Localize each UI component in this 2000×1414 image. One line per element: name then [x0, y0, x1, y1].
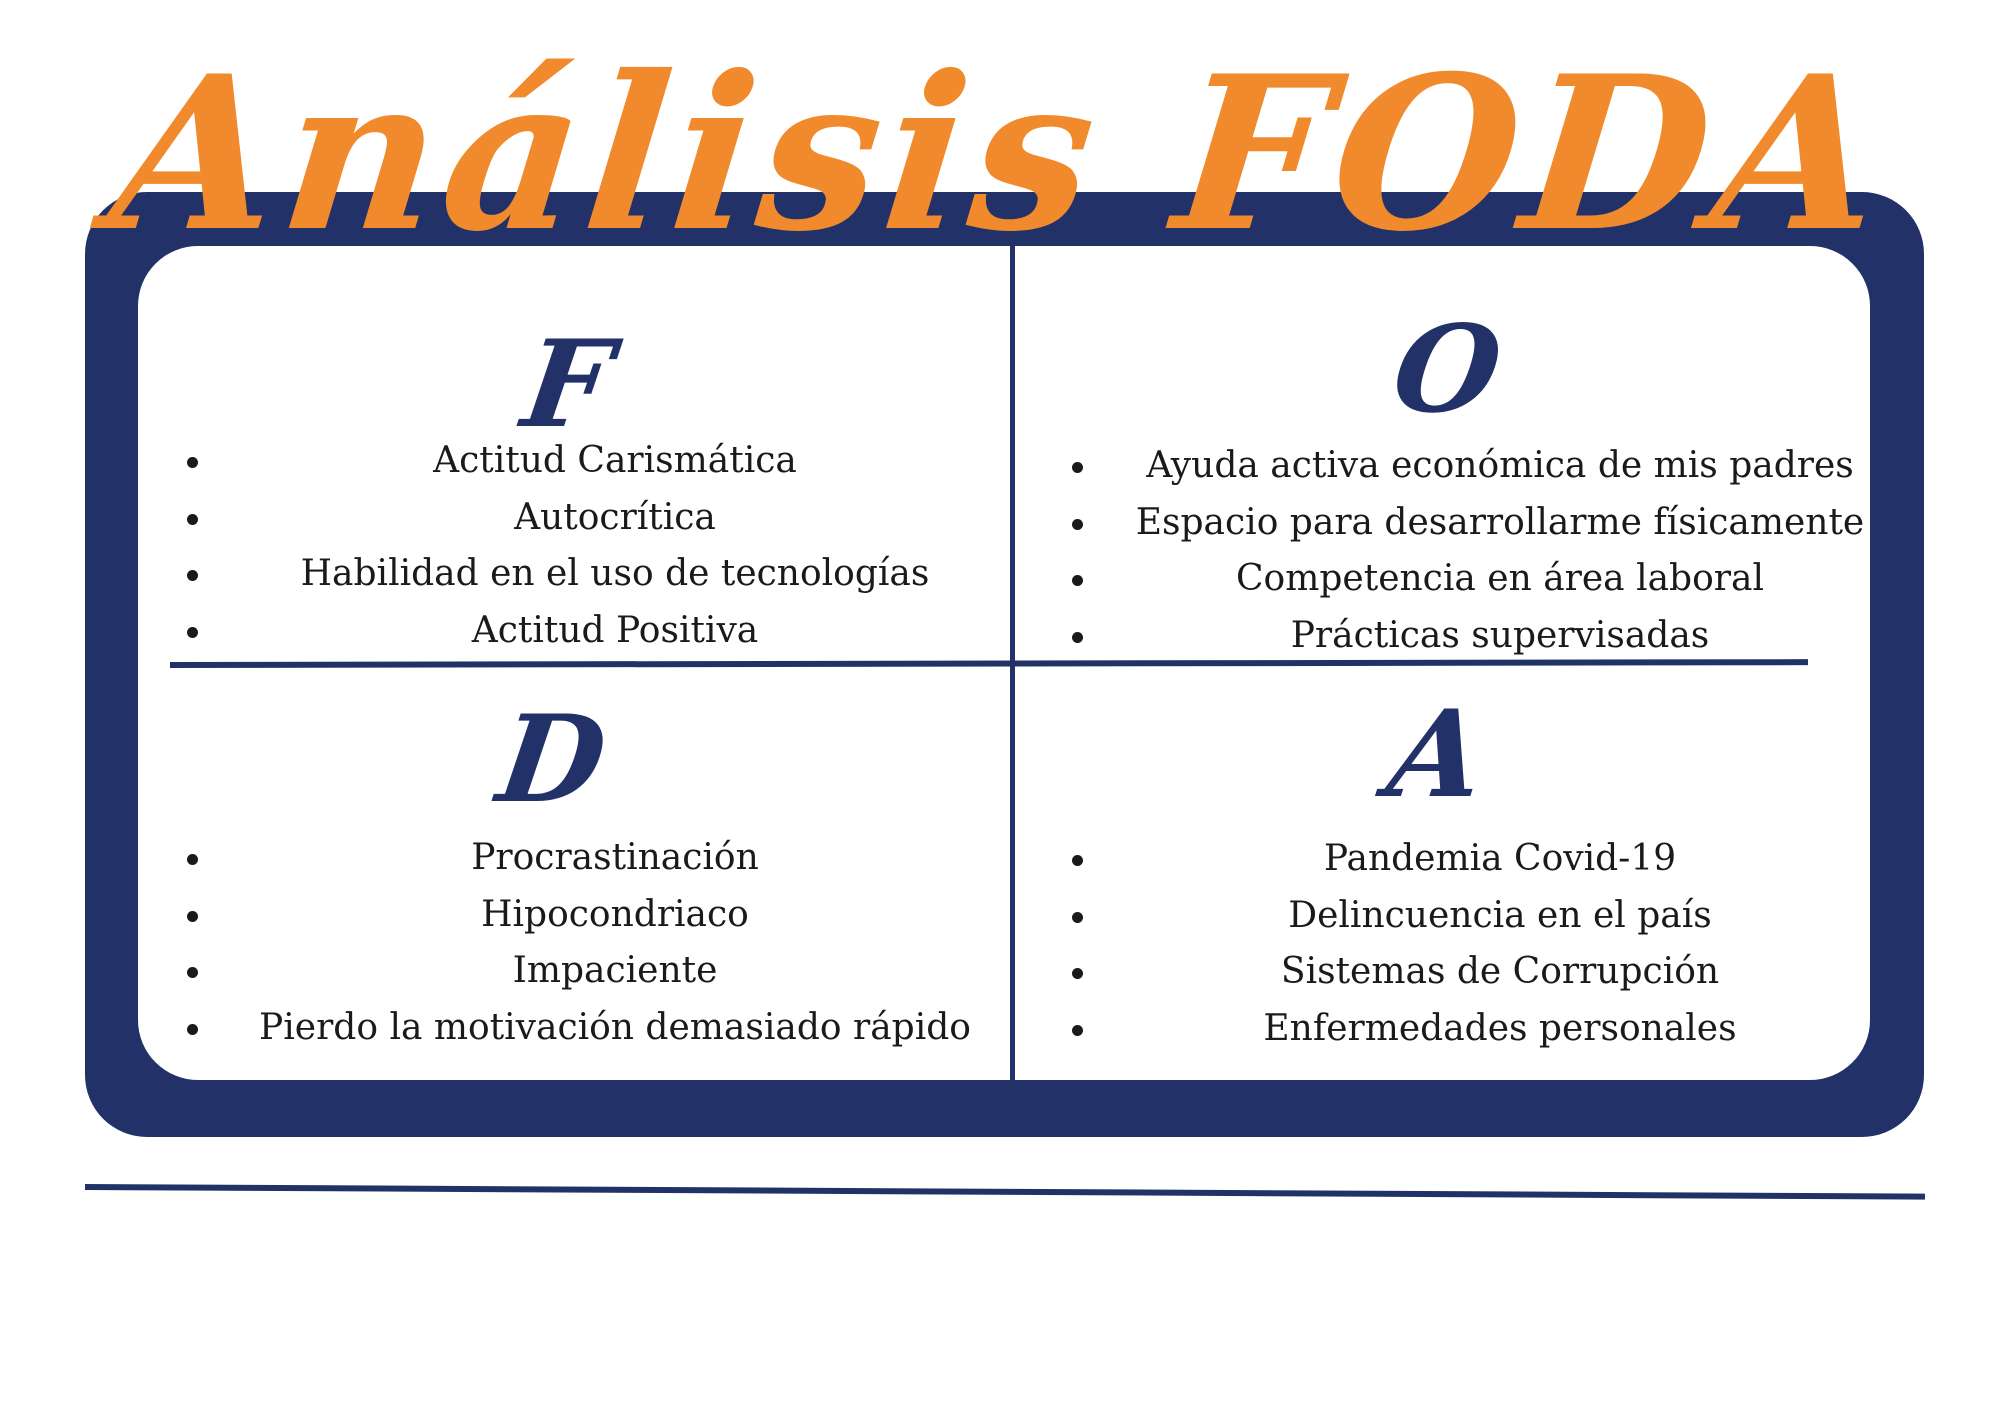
bullet-icon: [1072, 462, 1083, 473]
list-item: Habilidad en el uso de tecnologías: [150, 546, 1010, 603]
quadrant-oportunidades: O Ayuda activa económica de mis padres E…: [1035, 299, 1895, 660]
bullet-icon: [187, 1023, 198, 1035]
list-item: Enfermedades personales: [1035, 1001, 1895, 1058]
quadrant-letter: F: [515, 314, 621, 455]
quadrant-debilidades: D Procrastinación Hipocondriaco Impacien…: [150, 689, 1010, 1070]
list-item: Delincuencia en el país: [1035, 888, 1895, 945]
list-item: Prácticas supervisadas: [1035, 608, 1895, 665]
bullet-icon: [1072, 855, 1083, 866]
list-item: Pandemia Covid-19: [1035, 831, 1895, 888]
bullet-icon: [187, 457, 198, 468]
list-item: Sistemas de Corrupción: [1035, 944, 1895, 1001]
bullet-icon: [1072, 968, 1083, 979]
list-item: Impaciente: [150, 943, 1010, 1000]
bullet-icon: [187, 570, 198, 581]
oportunidades-list: Ayuda activa económica de mis padres Esp…: [1035, 438, 1895, 664]
quadrant-letter: D: [490, 689, 615, 830]
bullet-icon: [187, 854, 198, 865]
list-item: Pierdo la motivación demasiado rápido: [150, 1000, 1010, 1057]
bullet-icon: [187, 513, 198, 525]
bullet-icon: [1072, 518, 1083, 530]
list-item: Actitud Carismática: [150, 433, 1010, 490]
quadrant-fortalezas: F Actitud Carismática Autocrítica Habili…: [150, 314, 1010, 660]
bullet-icon: [187, 626, 198, 638]
quadrant-amenazas: A Pandemia Covid-19 Delincuencia en el p…: [1035, 684, 1895, 1070]
page-title: Análisis FODA: [101, 29, 1899, 278]
list-item: Actitud Positiva: [150, 603, 1010, 660]
bullet-icon: [1072, 575, 1083, 586]
list-item: Hipocondriaco: [150, 887, 1010, 944]
list-item: Espacio para desarrollarme físicamente: [1035, 495, 1895, 552]
fortalezas-list: Actitud Carismática Autocrítica Habilida…: [150, 433, 1010, 659]
bullet-icon: [187, 910, 198, 922]
list-item: Procrastinación: [150, 830, 1010, 887]
amenazas-list: Pandemia Covid-19 Delincuencia en el paí…: [1035, 831, 1895, 1057]
list-item: Ayuda activa económica de mis padres: [1035, 438, 1895, 495]
bullet-icon: [1072, 911, 1083, 923]
bullet-icon: [187, 967, 198, 978]
list-item: Autocrítica: [150, 490, 1010, 547]
quadrant-letter: A: [1380, 684, 1494, 825]
bullet-icon: [1072, 1024, 1083, 1036]
debilidades-list: Procrastinación Hipocondriaco Impaciente…: [150, 830, 1010, 1056]
list-item: Competencia en área laboral: [1035, 551, 1895, 608]
quadrant-letter: O: [1385, 299, 1510, 440]
bottom-rule: [84, 1184, 1925, 1200]
bullet-icon: [1072, 631, 1083, 643]
